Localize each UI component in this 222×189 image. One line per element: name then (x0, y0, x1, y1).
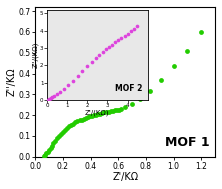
Point (172, 65, 175, 68)
Point (123, 106, 127, 109)
Point (49, 146, 52, 149)
Point (109, 110, 113, 113)
Point (96, 112, 100, 115)
Point (86, 115, 90, 119)
Point (94, 113, 98, 116)
Point (115, 108, 119, 112)
Text: MOF 1: MOF 1 (165, 136, 210, 149)
Point (105, 111, 108, 114)
Point (71, 122, 75, 125)
Point (45, 152, 48, 155)
Point (80, 118, 83, 121)
Point (99, 112, 102, 115)
Point (63, 128, 67, 131)
Point (92, 114, 96, 117)
Point (74, 121, 77, 124)
Point (107, 110, 110, 113)
X-axis label: Z'/KΩ: Z'/KΩ (112, 172, 138, 182)
Point (101, 111, 104, 114)
Point (148, 90, 152, 93)
Point (46, 150, 50, 153)
Point (67, 125, 71, 128)
Point (43, 153, 47, 156)
Point (61, 130, 65, 133)
Point (111, 109, 115, 112)
Point (82, 117, 85, 120)
Point (57, 135, 61, 138)
Point (47, 148, 51, 151)
Point (59, 132, 63, 135)
Point (130, 102, 134, 105)
Point (119, 107, 123, 110)
Point (50, 144, 54, 147)
Point (78, 119, 81, 122)
Point (53, 139, 56, 143)
Point (186, 49, 189, 52)
Point (199, 30, 203, 33)
Point (117, 108, 121, 111)
Point (65, 127, 69, 130)
Point (84, 116, 87, 119)
Point (159, 78, 163, 81)
Point (103, 111, 106, 114)
Y-axis label: Z''/KΩ: Z''/KΩ (7, 67, 17, 96)
Point (42, 154, 45, 157)
Point (113, 109, 117, 112)
Point (76, 120, 79, 123)
Point (88, 115, 92, 118)
Point (52, 142, 55, 145)
Point (90, 114, 94, 117)
Point (69, 123, 73, 126)
Point (55, 137, 59, 140)
Point (139, 98, 142, 101)
